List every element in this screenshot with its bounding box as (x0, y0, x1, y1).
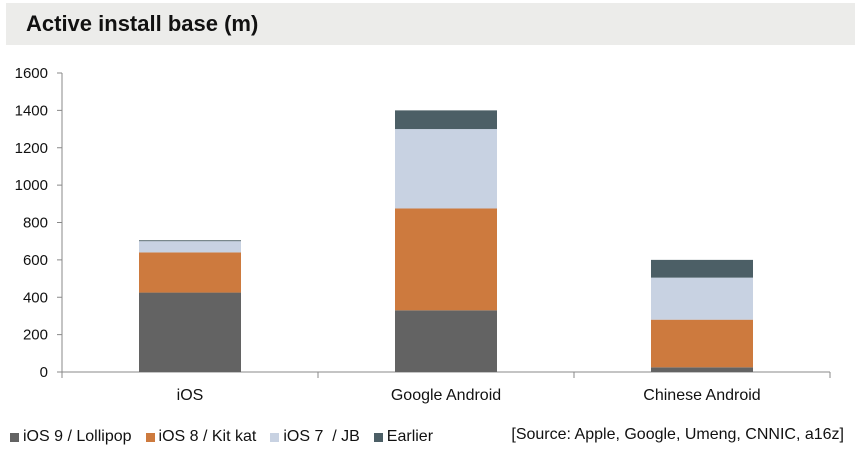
legend-label-series-1: iOS 9 / Lollipop (23, 428, 132, 445)
bar-segment (651, 367, 753, 372)
bar-segment (395, 208, 497, 311)
legend-item-series-3: iOS 7 / JB (270, 428, 360, 446)
bar-segment (139, 241, 241, 253)
legend-label-series-4: Earlier (386, 428, 434, 445)
legend-swatch-series-4 (373, 432, 383, 442)
source-note: [Source: Apple, Google, Umeng, CNNIC, a1… (511, 426, 844, 443)
bar-segment (139, 240, 241, 242)
stacked-bar-chart: 0 200 400 600 800 1000 1200 1400 1600 iOS Google A… (15, 65, 831, 404)
legend-swatch-series-1 (10, 432, 19, 442)
bar-segment (651, 319, 753, 368)
legend-item-series-4: Earlier (373, 428, 434, 446)
y-tick-label: 800 (23, 215, 48, 232)
legend: iOS 9 / Lollipop iOS 8 / Kit kat iOS 7 /… (10, 424, 433, 450)
y-tick-label: 600 (23, 252, 48, 269)
y-tick-label: 400 (23, 289, 48, 306)
x-category-label: Google Android (391, 387, 501, 404)
legend-swatch-series-3 (270, 432, 280, 442)
chart-title: Active install base (m) (26, 11, 259, 36)
y-tick-label: 200 (23, 327, 48, 344)
bar-segment (651, 259, 753, 278)
legend-label-series-2: iOS 8 / Kit kat (158, 428, 257, 445)
bar-segment (395, 129, 497, 209)
x-category-label: Chinese Android (643, 387, 760, 404)
bar-segment (395, 310, 497, 372)
y-tick-label: 1000 (15, 177, 48, 194)
bar-segment (651, 277, 753, 320)
legend-item-series-2: iOS 8 / Kit kat (145, 428, 257, 446)
y-tick-label: 1600 (15, 65, 48, 82)
legend-item-series-1: iOS 9 / Lollipop (10, 428, 132, 446)
bar-segment (139, 292, 241, 372)
y-tick-label: 1200 (15, 140, 48, 157)
legend-label-series-3: iOS 7 / JB (283, 428, 360, 445)
bar-segment (395, 110, 497, 130)
legend-swatch-series-2 (145, 432, 155, 442)
title-bar: Active install base (m) (6, 3, 855, 45)
bar-segment (139, 252, 241, 293)
x-category-label: iOS (177, 387, 204, 404)
y-tick-label: 1400 (15, 102, 48, 119)
y-tick-label: 0 (40, 364, 48, 381)
